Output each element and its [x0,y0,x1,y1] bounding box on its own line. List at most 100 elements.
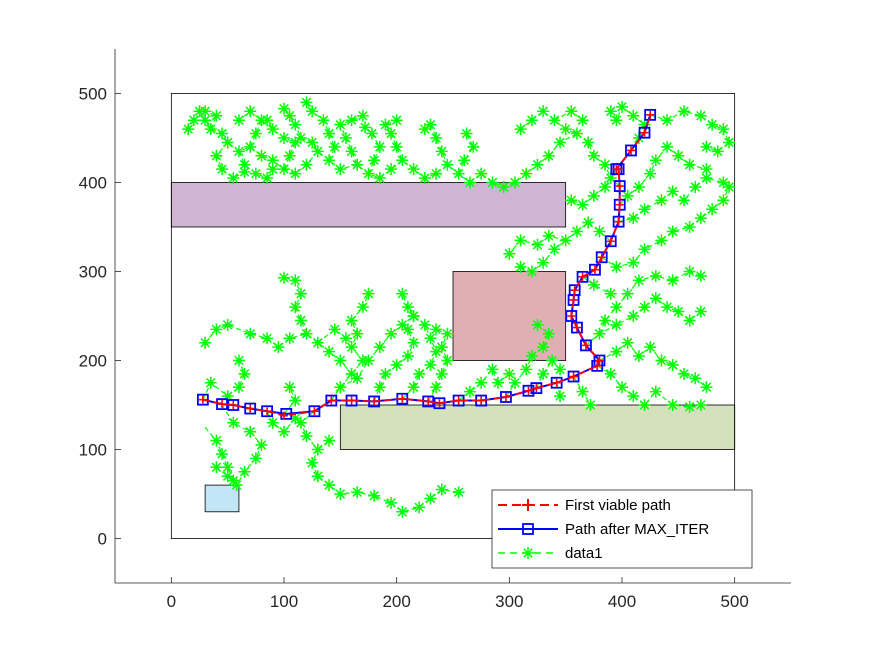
first-viable-path-point [570,286,579,295]
tree-node-marker [334,488,347,500]
tree-node-marker [435,483,448,496]
tree-node-marker [627,310,640,322]
tree-node-marker [238,367,251,380]
tree-node-marker [227,474,240,487]
tree-node-marker [706,203,719,216]
tree-node-marker [418,172,431,185]
tree-branch [300,410,459,513]
tree-node-marker [627,212,640,225]
tree-node-marker [666,274,679,287]
tree-node-marker [283,381,296,394]
tree-node-marker [689,180,702,193]
tree-node-marker [396,505,409,518]
tree-node-marker [407,336,420,349]
first-viable-path-point [581,341,590,350]
tree-node-marker [717,176,730,189]
tree-node-marker [655,354,668,367]
obstacle-rect [452,271,567,361]
tree-node-marker [334,163,347,176]
tree-node-marker [210,461,223,474]
tree-node-marker [582,136,595,149]
tree-node-marker [230,479,243,492]
tree-node-marker [582,216,595,229]
tree-node-marker [289,118,302,131]
tree-node-marker [576,198,589,211]
tree-node-marker [362,287,375,300]
tree-node-marker [390,140,403,153]
tree-node-marker [508,376,521,389]
tree-node-marker [418,318,431,331]
tree-node-marker [621,287,634,300]
first-viable-path-layer [198,110,655,420]
first-viable-path-point [327,396,336,405]
tree-node-marker [289,136,302,149]
tree-node-marker [486,176,499,189]
tree-node-marker [694,399,707,411]
tree-node-marker [401,323,414,336]
tree-node-marker [467,140,480,153]
tree-node-marker [672,305,685,318]
tree-node-marker [407,381,420,394]
tree-node-marker [345,314,358,327]
tree-branch [339,115,403,179]
tree-node-marker [649,154,662,167]
tree-node-marker [294,287,307,300]
tree-node-marker [373,381,386,394]
tree-node-marker [441,327,454,340]
tree-node-marker [610,261,623,274]
legend-plus-marker [522,499,534,511]
first-viable-path-point [646,110,655,119]
tree-node-marker [289,301,302,314]
tree-node-marker [396,318,409,331]
tree-node-marker [616,100,628,113]
tree-node-marker [593,327,606,340]
tree-node-marker [356,109,369,122]
tree-node-marker [452,486,465,499]
tree-node-marker [559,123,572,136]
tree-node-marker [644,167,657,180]
tree-node-marker [460,127,473,140]
tree-node-marker [700,140,713,153]
tree-node-marker [520,167,533,180]
y-tick-label: 300 [79,263,107,282]
tree-node-marker [661,140,674,153]
tree-node-marker [548,114,561,127]
x-tick-label: 0 [167,592,176,611]
tree-node-marker [475,376,488,389]
tree-node-marker [334,381,347,394]
tree-node-marker [638,301,651,314]
tree-node-marker [546,354,559,367]
tree-node-marker [306,105,319,118]
tree-node-marker [221,318,234,331]
tree-node-marker [525,350,538,363]
first-viable-path-point [454,396,463,405]
tree-node-marker [255,114,268,127]
tree-node-marker [221,461,234,474]
tree-node-marker [475,167,488,180]
tree-node-marker [672,149,685,162]
tree-node-marker [373,172,386,185]
tree-node-marker [216,447,229,460]
legend: First viable path Path after MAX_ITER da… [491,489,753,569]
path-after-max-iter-point [550,376,563,389]
tree-branch [582,276,611,295]
path-after-max-iter-point [565,310,578,322]
y-tick-label: 100 [79,441,107,460]
tree-branch [599,341,707,388]
tree-node-marker [227,172,240,185]
tree-node-marker [700,172,713,185]
tree-node-marker [413,367,426,380]
obstacle-rect [339,404,736,450]
tree-node-marker [278,102,290,115]
tree-node-marker [232,114,245,127]
tree-node-marker [323,434,336,447]
tree-node-marker [362,167,375,180]
tree-node-marker [266,416,279,429]
tree-node-marker [452,167,465,180]
first-viable-path-point [572,323,581,332]
tree-node-marker [278,132,290,144]
tree-node-marker [632,350,645,363]
tree-node-marker [294,314,307,327]
tree-node-marker [351,486,364,499]
first-viable-path-point [477,396,486,405]
